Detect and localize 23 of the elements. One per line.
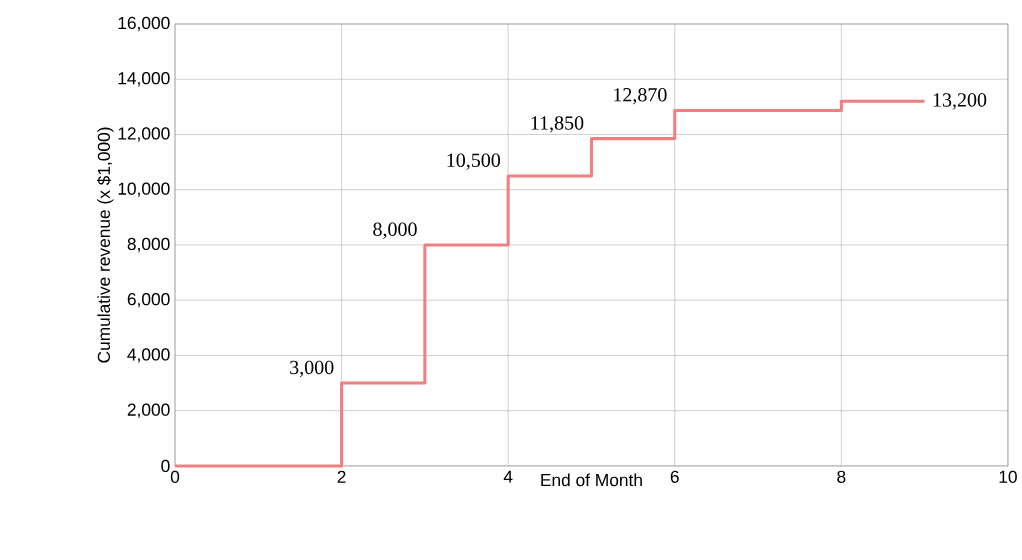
y-tick-label: 16,000 bbox=[118, 16, 170, 32]
y-tick-label: 12,000 bbox=[118, 127, 170, 142]
x-tick-label: 4 bbox=[503, 470, 513, 483]
x-tick-label: 8 bbox=[837, 470, 846, 483]
y-tick-label: 4,000 bbox=[127, 348, 170, 363]
annotation: 11,850 bbox=[531, 116, 584, 133]
y-tick-label: 2,000 bbox=[127, 403, 170, 418]
y-axis-title: Cumulative revenue (x $1,000) bbox=[97, 127, 114, 363]
x-tick-label: 2 bbox=[337, 470, 346, 483]
y-tick-label: 8,000 bbox=[127, 237, 170, 253]
x-tick-label: 6 bbox=[670, 470, 679, 483]
y-tick-label: 14,000 bbox=[118, 72, 170, 87]
y-tick-label: 10,000 bbox=[118, 182, 170, 197]
x-tick-label: 10 bbox=[999, 470, 1017, 483]
annotation: 13,200 bbox=[933, 93, 987, 110]
y-tick-label: 0 bbox=[161, 459, 170, 473]
annotation: 8,000 bbox=[373, 222, 417, 239]
annotation: 3,000 bbox=[290, 360, 334, 378]
x-axis-title: End of Month bbox=[541, 473, 642, 487]
annotation: 10,500 bbox=[447, 153, 501, 170]
x-tick-label: 0 bbox=[170, 470, 180, 483]
y-tick-label: 6,000 bbox=[127, 293, 170, 308]
annotation: 12,870 bbox=[614, 88, 667, 105]
